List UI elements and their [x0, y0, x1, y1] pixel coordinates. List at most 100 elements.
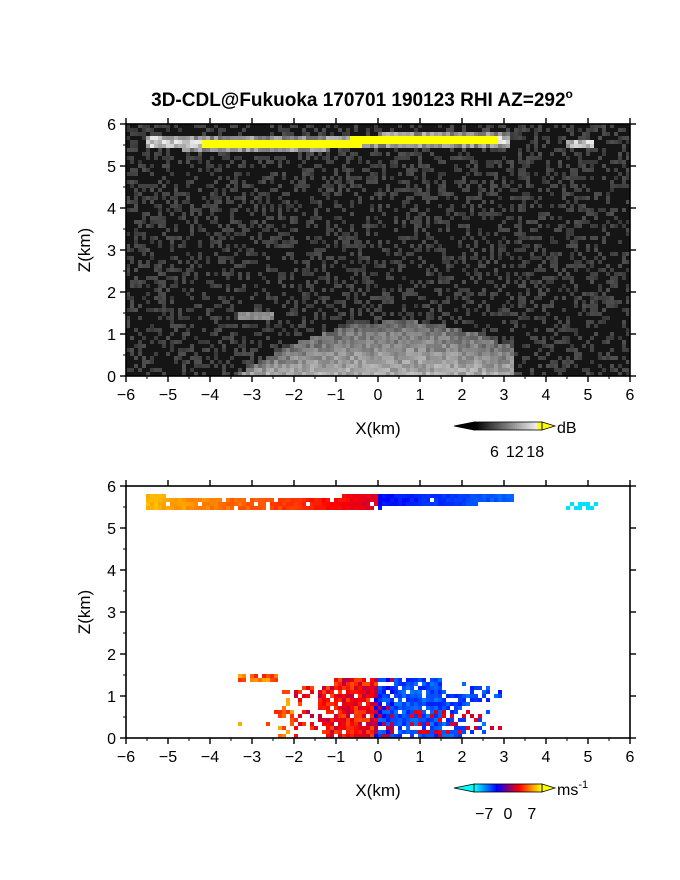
- velocity-cell: [278, 502, 282, 506]
- reflectivity-cell: [214, 364, 218, 368]
- reflectivity-cell: [126, 264, 130, 268]
- reflectivity-cell: [126, 136, 130, 140]
- velocity-cell: [394, 498, 398, 502]
- reflectivity-cell: [350, 224, 354, 228]
- reflectivity-cell: [554, 368, 558, 372]
- reflectivity-cell: [202, 140, 206, 144]
- velocity-cell: [302, 694, 306, 698]
- velocity-cell: [430, 698, 434, 702]
- reflectivity-cell: [474, 364, 478, 368]
- reflectivity-cell: [454, 308, 458, 312]
- reflectivity-cell: [426, 368, 430, 372]
- reflectivity-cell: [622, 256, 626, 260]
- velocity-cell: [314, 502, 318, 506]
- velocity-cell: [318, 506, 322, 510]
- velocity-cell: [466, 702, 470, 706]
- reflectivity-cell: [402, 144, 406, 148]
- reflectivity-cell: [578, 156, 582, 160]
- velocity-cell: [290, 722, 294, 726]
- reflectivity-cell: [490, 312, 494, 316]
- reflectivity-cell: [302, 176, 306, 180]
- reflectivity-cell: [478, 364, 482, 368]
- reflectivity-cell: [366, 132, 370, 136]
- velocity-cell: [414, 678, 418, 682]
- reflectivity-cell: [374, 128, 378, 132]
- colorbar-low-arrow: [453, 783, 475, 793]
- reflectivity-cell: [306, 132, 310, 136]
- reflectivity-cell: [450, 328, 454, 332]
- velocity-cell: [346, 698, 350, 702]
- colorbar-swatch: [487, 784, 490, 792]
- reflectivity-cell: [474, 168, 478, 172]
- reflectivity-cell: [338, 204, 342, 208]
- reflectivity-cell: [390, 372, 394, 376]
- reflectivity-cell: [314, 148, 318, 152]
- reflectivity-cell: [342, 136, 346, 140]
- reflectivity-cell: [294, 240, 298, 244]
- reflectivity-cell: [542, 176, 546, 180]
- velocity-cell: [418, 706, 422, 710]
- reflectivity-cell: [466, 368, 470, 372]
- velocity-cell: [150, 506, 154, 510]
- velocity-cell: [310, 498, 314, 502]
- reflectivity-cell: [278, 156, 282, 160]
- velocity-cell: [494, 498, 498, 502]
- reflectivity-cell: [390, 144, 394, 148]
- reflectivity-cell: [602, 296, 606, 300]
- reflectivity-cell: [366, 368, 370, 372]
- reflectivity-cell: [210, 164, 214, 168]
- velocity-cell: [238, 502, 242, 506]
- velocity-cell: [402, 686, 406, 690]
- reflectivity-cell: [394, 360, 398, 364]
- reflectivity-cell: [302, 296, 306, 300]
- reflectivity-cell: [426, 352, 430, 356]
- reflectivity-cell: [398, 312, 402, 316]
- reflectivity-cell: [506, 372, 510, 376]
- reflectivity-cell: [186, 140, 190, 144]
- velocity-cell: [446, 494, 450, 498]
- reflectivity-cell: [354, 192, 358, 196]
- reflectivity-cell: [382, 340, 386, 344]
- reflectivity-cell: [314, 316, 318, 320]
- reflectivity-cell: [210, 136, 214, 140]
- reflectivity-cell: [314, 344, 318, 348]
- x-tick-label: −3: [243, 749, 261, 766]
- reflectivity-cell: [250, 200, 254, 204]
- reflectivity-cell: [162, 124, 166, 128]
- reflectivity-cell: [566, 320, 570, 324]
- reflectivity-cell: [442, 332, 446, 336]
- reflectivity-cell: [154, 204, 158, 208]
- reflectivity-cell: [250, 224, 254, 228]
- reflectivity-cell: [270, 172, 274, 176]
- reflectivity-cell: [550, 348, 554, 352]
- reflectivity-cell: [214, 188, 218, 192]
- reflectivity-cell: [574, 152, 578, 156]
- reflectivity-cell: [230, 188, 234, 192]
- reflectivity-cell: [218, 304, 222, 308]
- reflectivity-cell: [366, 180, 370, 184]
- reflectivity-cell: [302, 268, 306, 272]
- velocity-cell: [362, 502, 366, 506]
- reflectivity-cell: [386, 292, 390, 296]
- colorbar-swatch: [508, 784, 511, 792]
- reflectivity-cell: [442, 336, 446, 340]
- reflectivity-cell: [590, 148, 594, 152]
- reflectivity-cell: [606, 132, 610, 136]
- velocity-cell: [354, 690, 358, 694]
- reflectivity-cell: [178, 356, 182, 360]
- reflectivity-cell: [542, 372, 546, 376]
- velocity-cell: [486, 494, 490, 498]
- reflectivity-cell: [170, 284, 174, 288]
- reflectivity-cell: [454, 196, 458, 200]
- reflectivity-cell: [162, 156, 166, 160]
- reflectivity-cell: [230, 160, 234, 164]
- reflectivity-cell: [378, 264, 382, 268]
- velocity-cell: [418, 714, 422, 718]
- reflectivity-cell: [318, 136, 322, 140]
- reflectivity-cell: [610, 304, 614, 308]
- velocity-cell: [326, 702, 330, 706]
- reflectivity-cell: [282, 352, 286, 356]
- reflectivity-cell: [582, 176, 586, 180]
- reflectivity-cell: [246, 272, 250, 276]
- reflectivity-cell: [378, 356, 382, 360]
